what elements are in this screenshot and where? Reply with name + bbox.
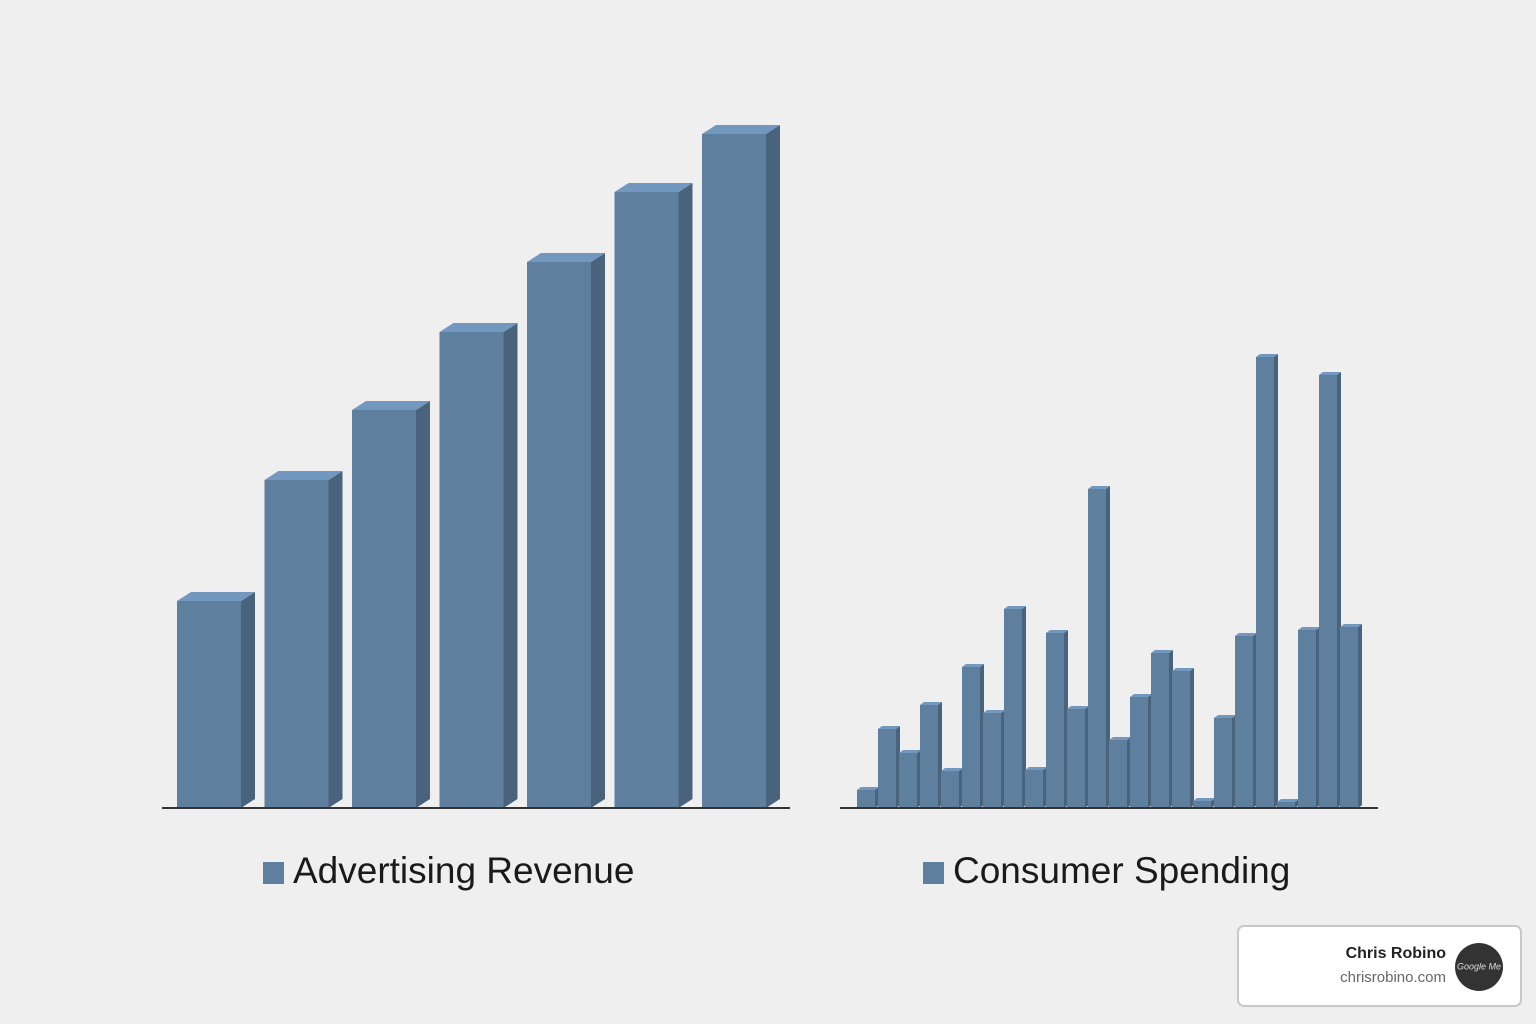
bar <box>177 601 241 808</box>
bar <box>857 790 875 808</box>
bar <box>439 332 504 808</box>
bar-side <box>1190 668 1194 808</box>
bar-side <box>1022 606 1026 808</box>
bar <box>614 192 679 808</box>
bar-top <box>352 401 430 410</box>
bar <box>983 713 1001 808</box>
bar-top <box>1298 627 1320 630</box>
bar-top <box>1025 767 1047 770</box>
bar-side <box>241 592 255 808</box>
bar-top <box>1046 630 1068 633</box>
legend-swatch <box>923 862 944 884</box>
bar <box>878 729 896 808</box>
bar-top <box>1340 624 1362 627</box>
bar-side <box>678 183 693 808</box>
bar <box>941 771 959 808</box>
badge-url: chrisrobino.com <box>1340 969 1446 986</box>
legend-swatch <box>263 862 284 884</box>
bar-top <box>983 710 1005 713</box>
bar-top <box>1256 354 1278 357</box>
bar-top <box>1172 668 1194 671</box>
bar <box>1151 653 1169 808</box>
bar-top <box>1109 737 1131 740</box>
bar <box>1235 636 1253 808</box>
bar-top <box>702 125 780 134</box>
bar-top <box>899 750 921 753</box>
bar-top <box>527 253 605 262</box>
bar <box>1256 357 1274 808</box>
bar-top <box>177 592 255 601</box>
bar <box>1172 671 1190 808</box>
badge-name: Chris Robino <box>1346 945 1447 962</box>
bar <box>1088 489 1106 808</box>
bar-side <box>1106 486 1110 808</box>
bar <box>264 480 329 808</box>
bar-side <box>1358 624 1362 808</box>
bar-top <box>941 768 963 771</box>
bar <box>352 410 416 808</box>
bar-side <box>591 253 605 808</box>
bar-top <box>1193 798 1215 801</box>
bar-top <box>439 323 518 332</box>
badge-logo-text: Google Me <box>1457 961 1501 971</box>
bar <box>920 705 938 808</box>
bar-top <box>1214 715 1236 718</box>
bar-side <box>416 401 430 808</box>
legend-label: Consumer Spending <box>953 850 1290 891</box>
bar-top <box>264 471 343 480</box>
bar <box>1277 802 1295 808</box>
legend-label: Advertising Revenue <box>293 850 634 891</box>
badge-box <box>1237 925 1522 1007</box>
bar <box>1046 633 1064 808</box>
bar-top <box>1235 633 1257 636</box>
bar-side <box>766 125 780 808</box>
bar <box>1067 709 1085 808</box>
bar-top <box>1130 694 1152 697</box>
bar-top <box>614 183 693 192</box>
bar <box>1319 375 1337 808</box>
bar <box>702 134 766 808</box>
badge: Chris Robino chrisrobino.com Google Me <box>1237 925 1522 1007</box>
bar <box>1130 697 1148 808</box>
bar <box>1193 801 1211 808</box>
bar <box>1109 740 1127 808</box>
bar <box>527 262 591 808</box>
bar-top <box>962 664 984 667</box>
bar-side <box>328 471 343 808</box>
bar-top <box>1151 650 1173 653</box>
bar <box>1298 630 1316 808</box>
bar-top <box>1319 372 1341 375</box>
bar-top <box>1067 706 1089 709</box>
bar-top <box>1277 799 1299 802</box>
bar-top <box>1088 486 1110 489</box>
bar <box>899 753 917 808</box>
bar-side <box>1274 354 1278 808</box>
bar-top <box>857 787 879 790</box>
bar <box>1214 718 1232 808</box>
bar <box>1004 609 1022 808</box>
bar <box>1340 627 1358 808</box>
bar-top <box>1004 606 1026 609</box>
badge-logo <box>1455 943 1503 991</box>
bar <box>1025 770 1043 808</box>
bar-top <box>920 702 942 705</box>
bar-top <box>878 726 900 729</box>
bar <box>962 667 980 808</box>
bar-side <box>503 323 518 808</box>
